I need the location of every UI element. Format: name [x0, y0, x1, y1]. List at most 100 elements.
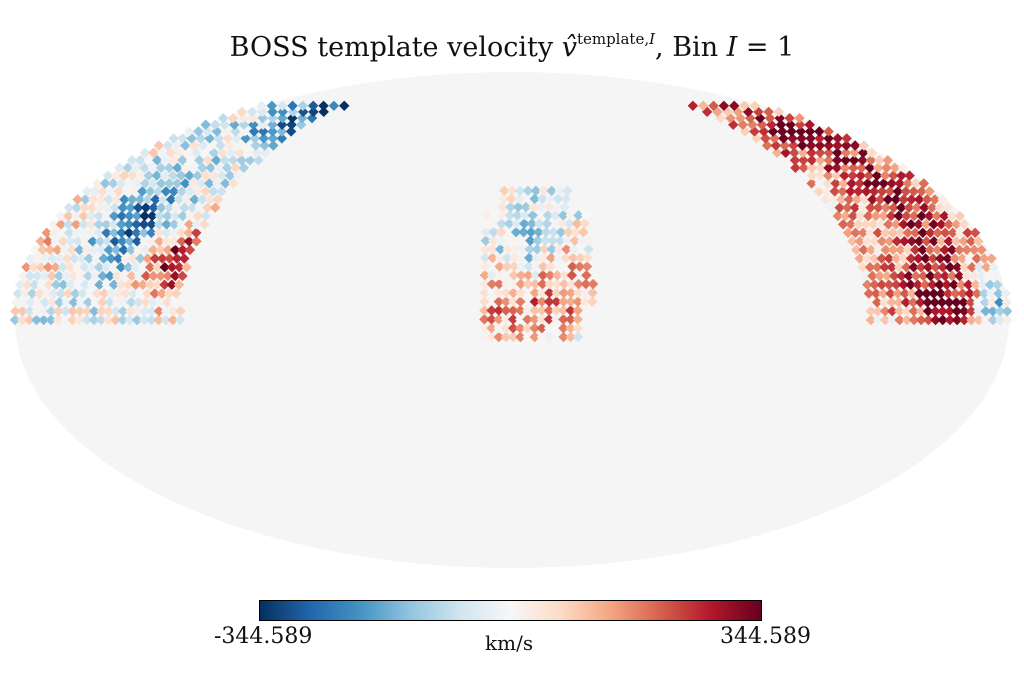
- sky-pixel: [905, 219, 917, 230]
- sky-pixel: [159, 279, 170, 290]
- sky-pixel: [127, 170, 138, 181]
- sky-pixel: [497, 201, 509, 213]
- sky-pixel: [538, 252, 550, 264]
- sky-pixel: [899, 236, 910, 247]
- sky-pixel: [921, 194, 933, 205]
- sky-pixel: [545, 193, 556, 205]
- sky-pixel: [1001, 297, 1012, 308]
- sky-pixel: [965, 297, 976, 308]
- sky-pixel: [148, 270, 159, 282]
- sky-pixel: [831, 162, 843, 174]
- sky-pixel: [152, 279, 163, 290]
- sky-pixel: [698, 100, 709, 111]
- sky-pixel: [771, 147, 783, 158]
- sky-pixel: [524, 252, 535, 264]
- sky-pixel: [971, 288, 983, 299]
- sky-pixel: [858, 244, 869, 256]
- sky-pixel: [832, 210, 844, 222]
- sky-pixel: [126, 270, 137, 282]
- sky-pixel: [49, 227, 60, 238]
- sky-pixel: [890, 194, 902, 205]
- sky-pixel: [932, 244, 943, 256]
- sky-pixel: [581, 270, 592, 281]
- sky-pixel: [939, 270, 951, 282]
- sky-pixel: [506, 185, 518, 196]
- sky-pixel: [878, 288, 889, 299]
- sky-pixel: [794, 119, 806, 130]
- sky-pixel: [486, 287, 497, 299]
- sky-pixel: [551, 296, 562, 307]
- sky-pixel: [516, 252, 528, 264]
- sky-pixel: [125, 305, 136, 317]
- sky-pixel: [561, 244, 572, 255]
- sky-pixel: [886, 297, 897, 308]
- sky-pixel: [480, 226, 492, 238]
- sky-pixel: [162, 140, 173, 151]
- sky-pixel: [115, 178, 127, 189]
- sky-pixel: [131, 227, 142, 238]
- sky-pixel: [277, 100, 288, 111]
- sky-pixel: [708, 100, 719, 111]
- sky-pixel: [575, 252, 586, 264]
- sky-pixel: [147, 244, 159, 256]
- sky-pixel: [111, 270, 123, 282]
- sky-pixel: [234, 147, 245, 158]
- sky-pixel: [550, 210, 561, 221]
- sky-pixel: [566, 270, 578, 281]
- sky-pixel: [855, 210, 866, 222]
- sky-pixel: [964, 253, 975, 264]
- sky-pixel: [564, 218, 575, 229]
- sky-pixel: [65, 279, 76, 290]
- sky-pixel: [845, 186, 856, 197]
- sky-pixel: [174, 314, 186, 326]
- sky-pixel: [202, 202, 213, 213]
- sky-pixel: [987, 314, 999, 326]
- sky-pixel: [894, 314, 905, 326]
- sky-pixel: [250, 140, 261, 151]
- sky-pixel: [875, 219, 887, 230]
- sky-pixel: [544, 287, 555, 299]
- sky-pixel: [861, 186, 872, 197]
- sky-pixel: [131, 219, 142, 230]
- sky-pixel: [241, 140, 253, 151]
- sky-pixel: [86, 210, 97, 222]
- sky-pixel: [954, 227, 966, 238]
- sky-pixel: [110, 305, 122, 317]
- sky-pixel: [154, 297, 166, 308]
- sky-pixel: [156, 178, 167, 189]
- sky-pixel: [134, 194, 146, 205]
- sky-pixel: [979, 297, 991, 308]
- sky-pixel: [123, 262, 134, 273]
- sky-pixel: [479, 296, 490, 307]
- sky-pixel: [176, 219, 187, 230]
- sky-pixel: [529, 314, 540, 325]
- sky-pixel: [258, 133, 269, 144]
- sky-pixel: [183, 227, 195, 238]
- sky-pixel: [831, 170, 842, 181]
- sky-pixel: [576, 244, 587, 255]
- sky-pixel: [572, 314, 583, 325]
- sky-pixel: [842, 202, 853, 213]
- sky-pixel: [79, 202, 90, 213]
- sky-pixel: [155, 270, 166, 282]
- sky-pixel: [479, 270, 491, 281]
- sky-pixel: [60, 305, 71, 317]
- sky-pixel: [840, 210, 851, 222]
- sky-pixel: [798, 155, 809, 166]
- sky-pixel: [142, 288, 153, 299]
- sky-pixel: [536, 314, 548, 325]
- sky-pixel: [124, 236, 135, 247]
- sky-pixel: [116, 227, 127, 238]
- sky-pixel: [507, 322, 519, 334]
- sky-pixel: [162, 210, 173, 222]
- sky-pixel: [276, 119, 288, 130]
- sky-pixel: [857, 262, 868, 273]
- sky-pixel: [205, 162, 216, 174]
- sky-pixel: [541, 218, 553, 229]
- sky-pixel: [285, 126, 297, 137]
- sky-pixel: [901, 305, 912, 317]
- sky-pixel: [918, 270, 929, 282]
- sky-pixel: [148, 147, 159, 158]
- sky-pixel: [544, 270, 556, 281]
- sky-pixel: [777, 126, 788, 137]
